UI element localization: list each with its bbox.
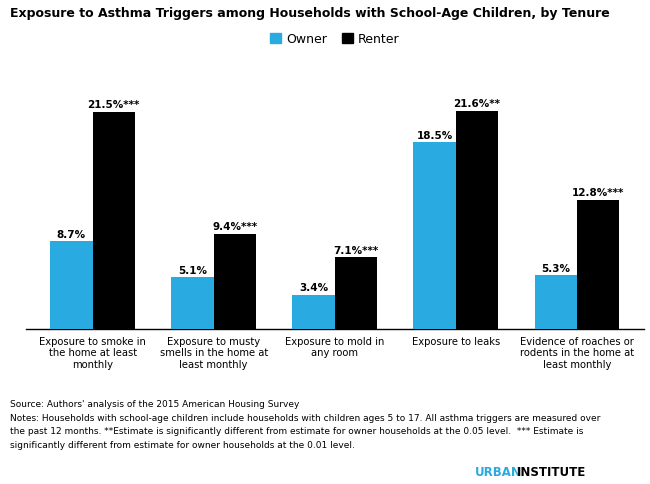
Text: Exposure to Asthma Triggers among Households with School-Age Children, by Tenure: Exposure to Asthma Triggers among Househ… bbox=[10, 7, 610, 20]
Bar bbox=[50, 242, 92, 329]
Text: the past 12 months. **Estimate is significantly different from estimate for owne: the past 12 months. **Estimate is signif… bbox=[10, 426, 583, 436]
Text: 3.4%: 3.4% bbox=[299, 282, 328, 292]
Bar bbox=[456, 112, 498, 329]
Bar bbox=[92, 113, 135, 329]
Text: 9.4%***: 9.4%*** bbox=[213, 222, 257, 232]
Bar bbox=[335, 257, 377, 329]
Text: 18.5%: 18.5% bbox=[417, 130, 453, 140]
Text: INSTITUTE: INSTITUTE bbox=[517, 465, 586, 478]
Bar bbox=[534, 276, 577, 329]
Text: 21.5%***: 21.5%*** bbox=[88, 100, 140, 110]
Text: 7.1%***: 7.1%*** bbox=[333, 245, 378, 255]
Text: Source: Authors' analysis of the 2015 American Housing Survey: Source: Authors' analysis of the 2015 Am… bbox=[10, 399, 299, 408]
Text: URBAN: URBAN bbox=[474, 465, 521, 478]
Bar bbox=[577, 200, 619, 329]
Legend: Owner, Renter: Owner, Renter bbox=[265, 28, 405, 51]
Bar bbox=[292, 295, 335, 329]
Text: 12.8%***: 12.8%*** bbox=[572, 188, 624, 198]
Bar bbox=[413, 143, 456, 329]
Text: 5.3%: 5.3% bbox=[541, 263, 570, 273]
Text: 21.6%**: 21.6%** bbox=[454, 99, 500, 109]
Text: 8.7%: 8.7% bbox=[57, 229, 86, 239]
Bar bbox=[214, 234, 256, 329]
Bar bbox=[172, 278, 214, 329]
Text: Notes: Households with school-age children include households with children ages: Notes: Households with school-age childr… bbox=[10, 413, 600, 422]
Text: 5.1%: 5.1% bbox=[178, 265, 207, 275]
Text: significantly different from estimate for owner households at the 0.01 level.: significantly different from estimate fo… bbox=[10, 440, 355, 449]
